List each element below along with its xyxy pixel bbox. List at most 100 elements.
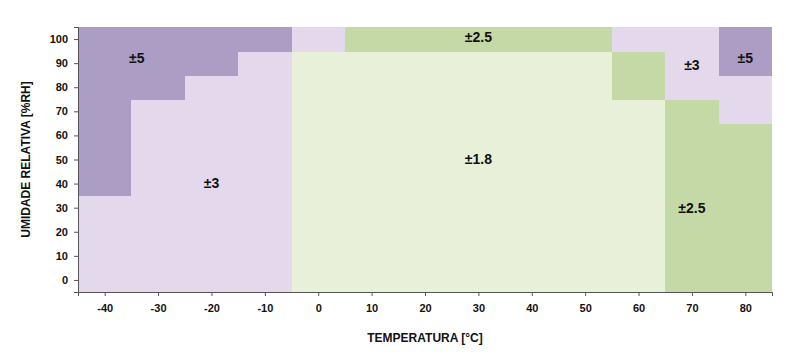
tick-mark <box>74 184 78 185</box>
axis-line <box>79 293 773 297</box>
cell <box>505 123 559 148</box>
y-axis-title: UMIDADE RELATIVA [%RH] <box>19 81 33 237</box>
cell <box>185 51 239 76</box>
cell <box>345 51 399 76</box>
cell <box>78 75 132 100</box>
tick: 10 <box>56 250 78 262</box>
cell <box>292 147 346 172</box>
cell <box>505 268 559 292</box>
annotation: ±5 <box>738 50 754 66</box>
cell <box>398 51 452 76</box>
tick-label: 50 <box>56 154 68 166</box>
tick-mark <box>425 292 426 296</box>
annotation: ±2.5 <box>465 29 492 45</box>
tick-mark <box>745 292 746 296</box>
cell <box>78 268 132 292</box>
cell <box>345 220 399 245</box>
tick-label: 60 <box>56 129 68 141</box>
cell <box>398 220 452 245</box>
tick: 40 <box>526 292 538 314</box>
tick-label: 40 <box>56 178 68 190</box>
tick: -30 <box>151 292 167 314</box>
cell <box>345 244 399 269</box>
tick-mark <box>692 292 693 296</box>
tick-mark <box>585 292 586 296</box>
cell <box>398 268 452 292</box>
cell <box>452 172 506 197</box>
tick-mark <box>74 87 78 88</box>
cell <box>345 27 399 52</box>
tick: 100 <box>50 33 78 45</box>
tick-mark <box>74 111 78 112</box>
tick-label: -10 <box>257 302 273 314</box>
tick-label: 100 <box>50 33 68 45</box>
cell <box>238 147 292 172</box>
tick: -10 <box>257 292 273 314</box>
cell <box>292 75 346 100</box>
cell <box>398 172 452 197</box>
cell <box>612 27 666 52</box>
cell <box>505 244 559 269</box>
tick: 10 <box>366 292 378 314</box>
cell <box>612 147 666 172</box>
cell <box>719 147 772 172</box>
cell <box>452 147 506 172</box>
cell <box>185 196 239 221</box>
cell <box>131 123 185 148</box>
tick-mark <box>74 160 78 161</box>
cell <box>131 75 185 100</box>
cell <box>398 123 452 148</box>
cell <box>719 27 772 52</box>
cell <box>345 147 399 172</box>
cell <box>345 196 399 221</box>
cell <box>78 147 132 172</box>
cell <box>292 51 346 76</box>
tick-label: 90 <box>56 57 68 69</box>
cell <box>78 244 132 269</box>
tick-mark <box>318 292 319 296</box>
cell <box>398 27 452 52</box>
cell <box>505 172 559 197</box>
tick: 60 <box>633 292 645 314</box>
cell <box>185 99 239 124</box>
tick-mark <box>265 292 266 296</box>
cell <box>131 99 185 124</box>
cell <box>505 51 559 76</box>
tick: 20 <box>56 226 78 238</box>
cell <box>78 27 132 52</box>
tick-label: 60 <box>633 302 645 314</box>
cell <box>185 220 239 245</box>
cell <box>131 220 185 245</box>
cell <box>238 244 292 269</box>
tick-label: 30 <box>56 202 68 214</box>
cell <box>558 268 612 292</box>
tick-mark <box>74 232 78 233</box>
cell <box>612 75 666 100</box>
tick-label: 30 <box>473 302 485 314</box>
cell <box>558 172 612 197</box>
tick-label: 20 <box>419 302 431 314</box>
annotation: ±3 <box>204 175 220 191</box>
cell <box>292 27 346 52</box>
cell <box>238 268 292 292</box>
annotation: ±3 <box>684 57 700 73</box>
cell <box>612 172 666 197</box>
cell <box>719 172 772 197</box>
tick-label: 20 <box>56 226 68 238</box>
cell <box>398 75 452 100</box>
cell <box>558 220 612 245</box>
cell <box>238 27 292 52</box>
tick-mark <box>372 292 373 296</box>
cell <box>238 196 292 221</box>
tick-mark <box>478 292 479 296</box>
cell <box>612 99 666 124</box>
cell <box>238 75 292 100</box>
cell <box>558 123 612 148</box>
tick-label: 0 <box>316 302 322 314</box>
cell <box>665 220 719 245</box>
cell <box>131 172 185 197</box>
cell <box>505 147 559 172</box>
tick-label: -20 <box>204 302 220 314</box>
cell <box>665 172 719 197</box>
cell <box>665 27 719 52</box>
